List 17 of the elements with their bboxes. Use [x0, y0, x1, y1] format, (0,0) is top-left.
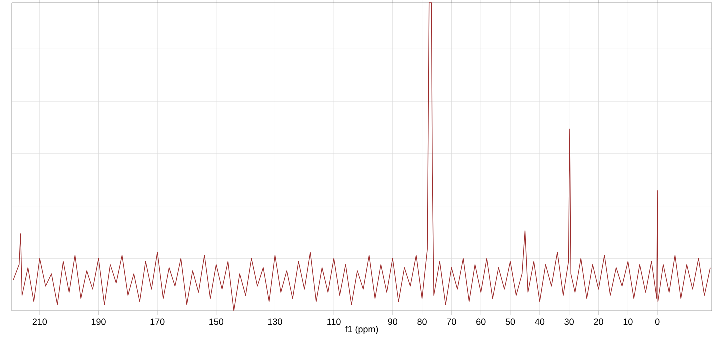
x-tick-label: 90: [388, 318, 398, 326]
x-tick-label: 70: [447, 318, 456, 326]
x-axis-title: f1 (ppm): [345, 326, 378, 334]
x-tick-label: 210: [32, 318, 48, 326]
x-tick-label: 60: [476, 318, 486, 326]
x-tick-label: 150: [210, 318, 224, 326]
x-tick-label: 110: [328, 318, 341, 326]
x-tick-label: 50: [506, 318, 516, 326]
x-tick-label: 170: [150, 318, 165, 326]
x-tick-label: 0: [655, 318, 660, 326]
x-tick-label: 10: [624, 318, 633, 326]
x-tick-label: 20: [594, 318, 604, 326]
x-tick-label: 130: [268, 318, 282, 326]
x-tick-label: 30: [564, 318, 574, 326]
x-tick-label: 40: [535, 318, 545, 326]
x-tick-label: 80: [418, 318, 427, 326]
x-tick-label: 190: [92, 318, 106, 326]
